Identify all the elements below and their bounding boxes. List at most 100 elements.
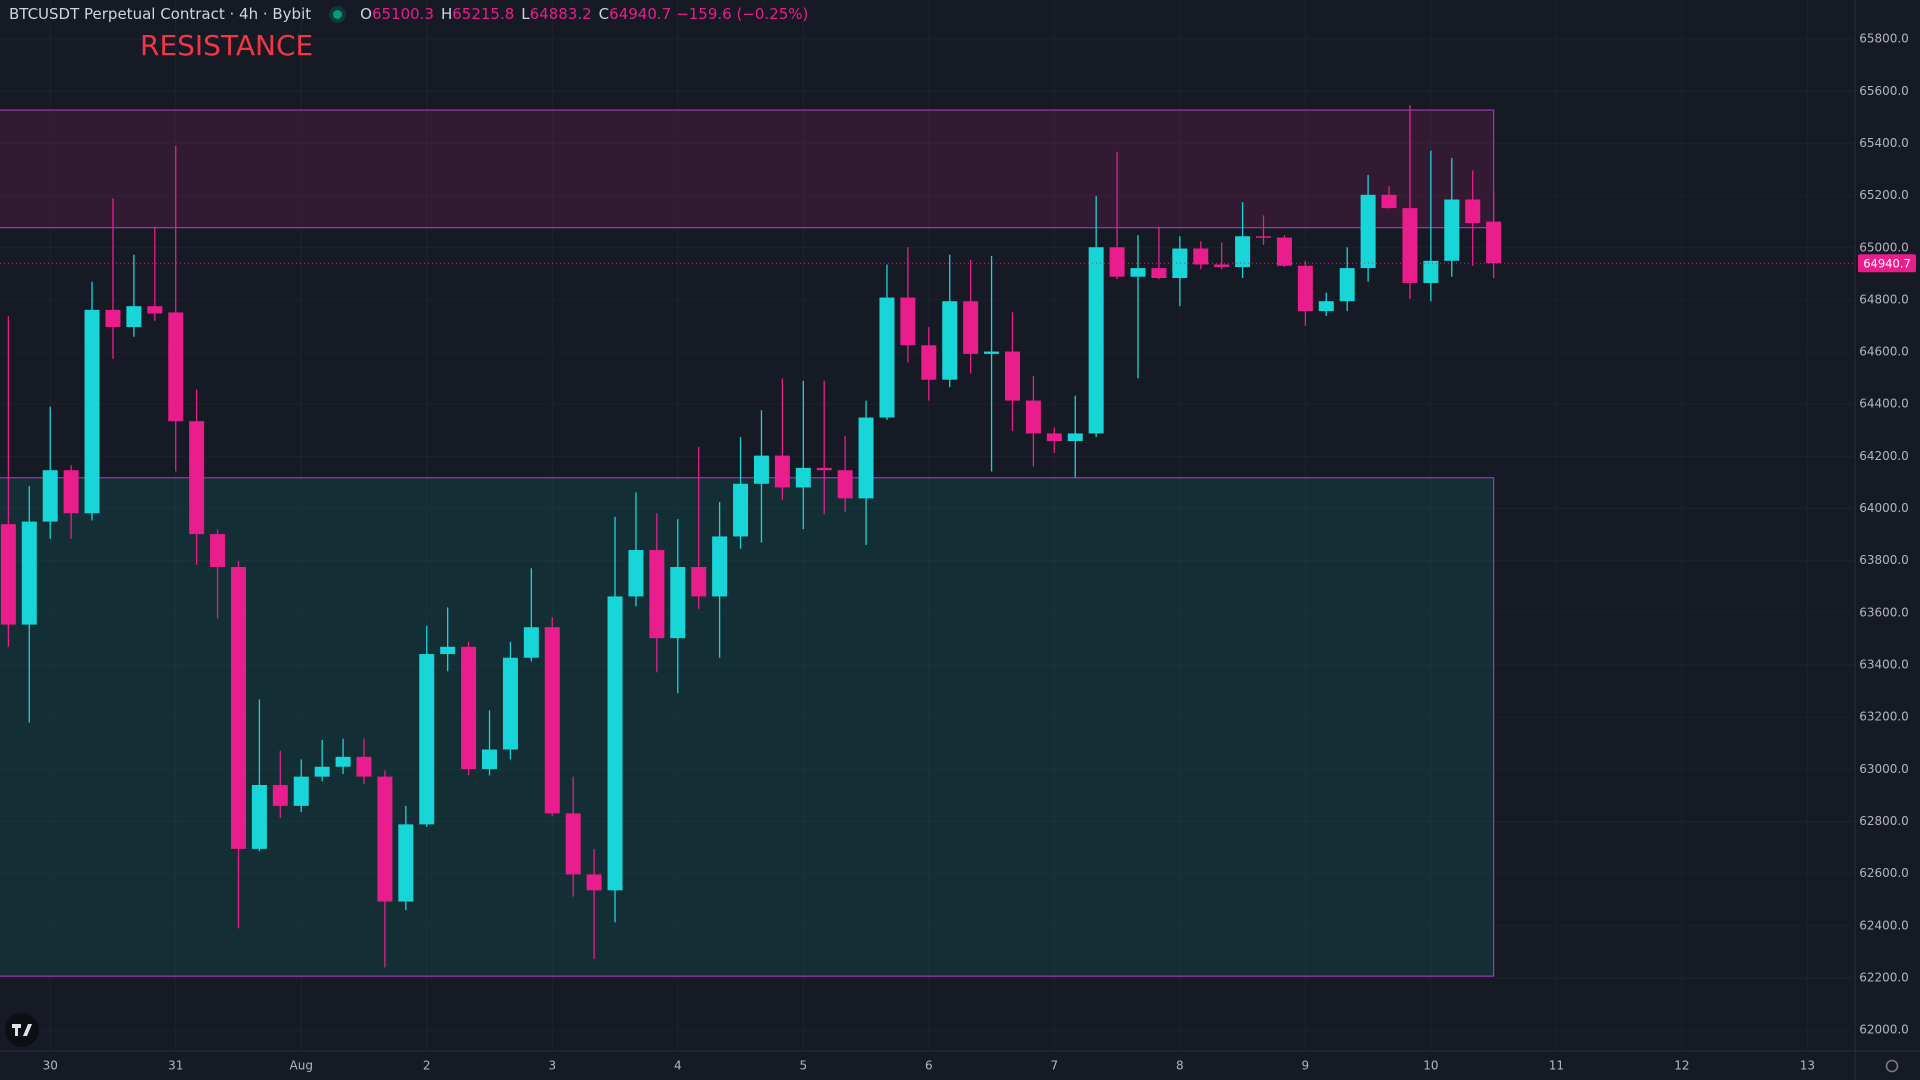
candle-body [1025, 400, 1041, 434]
candle-body [1297, 265, 1313, 312]
candle-body [733, 483, 749, 537]
x-tick-label: Aug [290, 1059, 313, 1073]
x-tick-label: 2 [423, 1059, 431, 1073]
x-tick-label: 12 [1674, 1059, 1689, 1073]
y-tick-label: 65000.0 [1859, 240, 1909, 254]
change-value: −159.6 (−0.25%) [676, 5, 809, 23]
symbol-title: BTCUSDT Perpetual Contract · 4h · Bybit [9, 5, 312, 23]
candle-body [691, 566, 707, 597]
candle-body [398, 824, 414, 902]
candle-body [1130, 268, 1146, 277]
candle-body [461, 646, 477, 770]
tradingview-logo [5, 1013, 39, 1047]
x-tick-label: 10 [1423, 1059, 1438, 1073]
candle-body [984, 351, 1000, 354]
ohlc-value: 65100.3 [371, 5, 434, 23]
candle-body [1486, 221, 1502, 264]
candle-body [837, 470, 853, 499]
candle-body [879, 297, 895, 418]
candle-body [272, 784, 288, 806]
candle-body [1465, 199, 1481, 223]
candle-body [1381, 194, 1397, 209]
ohlc-label: O [360, 5, 372, 23]
y-tick-label: 64200.0 [1859, 449, 1909, 463]
candle-body [1151, 268, 1167, 279]
candle-body [1067, 433, 1083, 442]
candle-body [210, 534, 226, 567]
candle-body [1004, 351, 1020, 401]
x-tick-label: 13 [1800, 1059, 1815, 1073]
candle-body [586, 874, 602, 891]
x-tick-label: 5 [799, 1059, 807, 1073]
candle-body [419, 654, 435, 825]
candle-body [670, 566, 686, 639]
candle-body [753, 455, 769, 484]
candle-body [607, 596, 623, 891]
ohlc-label: C [598, 5, 610, 23]
y-tick-label: 64800.0 [1859, 292, 1909, 306]
y-tick-label: 63600.0 [1859, 605, 1909, 619]
y-tick-label: 62800.0 [1859, 814, 1909, 828]
candle-body [628, 550, 644, 597]
zone-label: RESISTANCE [140, 29, 313, 62]
y-tick-label: 64400.0 [1859, 397, 1909, 411]
settings-icon [1885, 1059, 1899, 1073]
x-tick-label: 6 [925, 1059, 933, 1073]
candle-body [440, 646, 456, 655]
legend-header: BTCUSDT Perpetual Contract · 4h · Bybit … [9, 5, 815, 23]
ohlc-value: 64883.2 [529, 5, 592, 23]
candle-body [502, 657, 518, 750]
last-price-tag [1858, 254, 1916, 273]
candle-body [774, 455, 790, 488]
y-tick-label: 64000.0 [1859, 501, 1909, 515]
candle-body [795, 467, 811, 488]
candle-body [1360, 194, 1376, 269]
ohlc-label: H [440, 5, 453, 23]
candle-body [712, 536, 728, 597]
candle-body [230, 566, 246, 849]
x-tick-label: 8 [1176, 1059, 1184, 1073]
candle-body [147, 306, 163, 314]
candle-body [335, 756, 351, 767]
y-tick-label: 65200.0 [1859, 188, 1909, 202]
candle-body [63, 470, 79, 514]
candle-body [1256, 236, 1272, 238]
candle-body [1318, 301, 1334, 312]
candle-body [1046, 433, 1062, 442]
y-tick-label: 64600.0 [1859, 345, 1909, 359]
logo-circle [5, 1013, 39, 1047]
candle-body [816, 467, 832, 471]
candle-body [942, 301, 958, 380]
y-tick-label: 65600.0 [1859, 84, 1909, 98]
candle-body [21, 521, 37, 625]
candle-body [1402, 208, 1418, 283]
y-tick-label: 63200.0 [1859, 710, 1909, 724]
candle-body [565, 813, 581, 875]
zone [0, 477, 1495, 977]
zone [0, 109, 1495, 229]
y-tick-label: 62600.0 [1859, 866, 1909, 880]
x-tick-label: 30 [43, 1059, 58, 1073]
candle-body [105, 309, 121, 328]
x-tick-label: 4 [674, 1059, 682, 1073]
candle-body [1109, 247, 1125, 277]
candle-body [1193, 248, 1209, 265]
y-tick-label: 65400.0 [1859, 136, 1909, 150]
candle-body [0, 524, 16, 625]
candle-body [1214, 264, 1230, 268]
y-tick-label: 62400.0 [1859, 918, 1909, 932]
candle-body [1172, 248, 1188, 279]
x-tick-label: 3 [548, 1059, 556, 1073]
ohlc-label: L [521, 5, 530, 23]
ohlc-value: 64940.7 [609, 5, 672, 23]
candle-body [963, 301, 979, 354]
ohlc-value: 65215.8 [452, 5, 515, 23]
y-tick-label: 63400.0 [1859, 658, 1909, 672]
candle-body [1444, 199, 1460, 261]
candle-body [482, 749, 498, 770]
candle-body [649, 550, 665, 639]
candle-body [293, 776, 309, 806]
